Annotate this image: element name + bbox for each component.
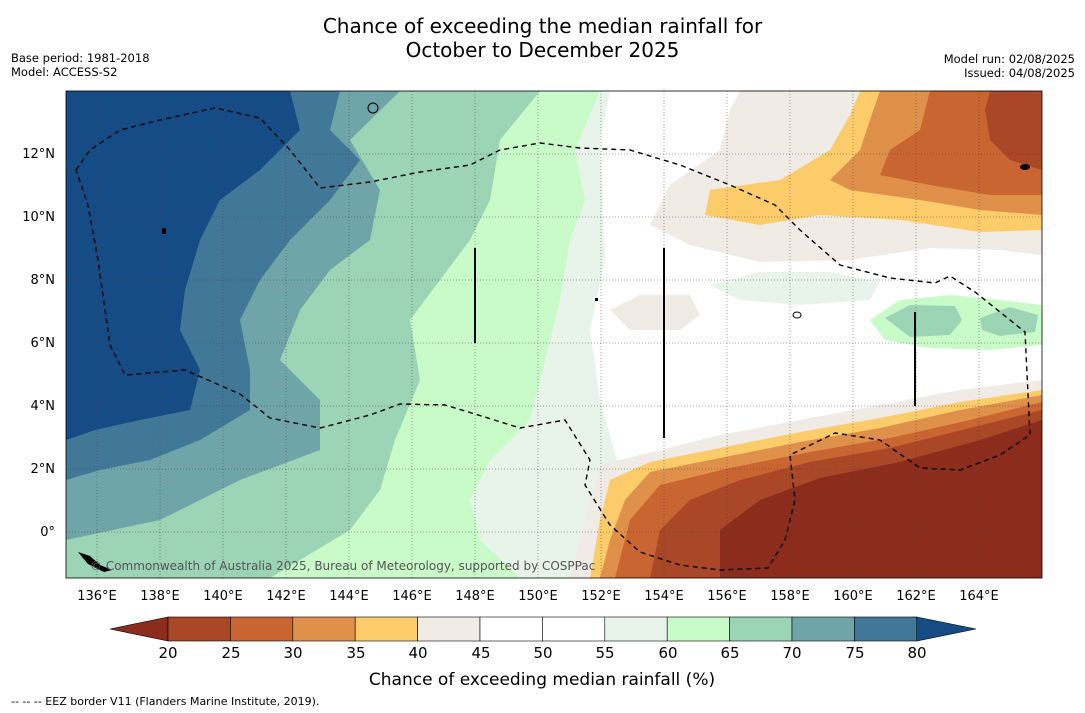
colorbar-label: 50 — [533, 644, 552, 662]
colorbar-swatch — [791, 616, 855, 642]
title-line-2: October to December 2025 — [405, 38, 680, 62]
colorbar-extend-high — [916, 616, 977, 642]
eez-border — [75, 107, 1031, 571]
lat-label: 6°N — [31, 336, 56, 351]
colorbar-swatch — [542, 616, 606, 642]
colorbar-label: 75 — [845, 644, 864, 662]
colorbar-label: 20 — [158, 644, 177, 662]
latitude-labels: 12°N 10°N 8°N 6°N 4°N 2°N 0° — [22, 147, 55, 540]
colorbar-label: 30 — [283, 644, 302, 662]
lat-label: 8°N — [31, 273, 56, 288]
colorbar-label: 45 — [471, 644, 490, 662]
contour-20-25-ne — [985, 91, 1042, 170]
colorbar-swatch — [604, 616, 668, 642]
lat-label: 10°N — [22, 210, 55, 225]
colorbar-swatch — [854, 616, 918, 642]
colorbar-extend-low — [109, 616, 169, 642]
islands — [78, 102, 1030, 572]
graticule — [66, 91, 1042, 578]
colorbar-swatch — [354, 616, 418, 642]
colorbar-label: 35 — [346, 644, 365, 662]
colorbar-label: 80 — [907, 644, 926, 662]
meta-right: Model run: 02/08/2025 Issued: 04/08/2025 — [944, 52, 1075, 80]
patch-70-east-2 — [980, 307, 1038, 336]
lon-label: 160°E — [833, 589, 873, 604]
model-name: Model: ACCESS-S2 — [11, 65, 118, 79]
lon-label: 144°E — [329, 589, 369, 604]
map-plot-area: © Commonwealth of Australia 2025, Bureau… — [66, 91, 1042, 578]
map-credit: © Commonwealth of Australia 2025, Bureau… — [90, 559, 595, 573]
patch-45-mid — [610, 295, 700, 330]
lon-label: 154°E — [644, 589, 684, 604]
base-period: Base period: 1981-2018 — [11, 51, 150, 65]
colorbar-label: 25 — [221, 644, 240, 662]
colorbar-swatch — [230, 616, 294, 642]
colorbar-title: Chance of exceeding median rainfall (%) — [369, 670, 715, 690]
colorbar-swatch — [729, 616, 793, 642]
issued-date: Issued: 04/08/2025 — [964, 66, 1075, 80]
colorbar-swatch — [292, 616, 356, 642]
patch-70-east — [885, 305, 962, 337]
colorbar-label: 60 — [658, 644, 677, 662]
colorbar — [109, 616, 977, 642]
map-frame — [65, 90, 1043, 579]
map-title: Chance of exceeding the median rainfall … — [0, 14, 1085, 62]
colorbar-label: 55 — [595, 644, 614, 662]
model-run-date: Model run: 02/08/2025 — [943, 52, 1075, 66]
eez-footnote: -- -- -- EEZ border V11 (Flanders Marine… — [11, 695, 320, 708]
lon-label: 162°E — [896, 589, 936, 604]
colorbar-swatch — [666, 616, 730, 642]
lon-label: 156°E — [707, 589, 747, 604]
lon-label: 164°E — [959, 589, 999, 604]
lon-label: 136°E — [77, 589, 117, 604]
lat-label: 4°N — [31, 399, 56, 414]
lat-label: 12°N — [22, 147, 55, 162]
colorbar-label: 65 — [720, 644, 739, 662]
colorbar-swatch — [417, 616, 481, 642]
lon-label: 146°E — [392, 589, 432, 604]
lon-label: 158°E — [770, 589, 810, 604]
lat-label: 2°N — [31, 462, 56, 477]
lat-label: 0° — [40, 525, 55, 540]
lon-label: 152°E — [581, 589, 621, 604]
meta-left: Base period: 1981-2018 Model: ACCESS-S2 — [11, 51, 150, 79]
title-line-1: Chance of exceeding the median rainfall … — [322, 14, 763, 38]
contour-below-20-se — [720, 420, 1042, 578]
colorbar-swatch — [167, 616, 231, 642]
lon-label: 148°E — [455, 589, 495, 604]
longitude-labels: 136°E 138°E 140°E 142°E 144°E 146°E 148°… — [77, 589, 999, 604]
colorbar-swatch — [479, 616, 543, 642]
lon-label: 138°E — [140, 589, 180, 604]
colorbar-labels: 20 25 30 35 40 45 50 55 60 65 70 75 80 — [158, 644, 926, 662]
contour-above-85 — [66, 91, 300, 440]
lon-label: 142°E — [266, 589, 306, 604]
colorbar-label: 40 — [408, 644, 427, 662]
lon-label: 140°E — [203, 589, 243, 604]
colorbar-label: 70 — [782, 644, 801, 662]
lon-label: 150°E — [518, 589, 558, 604]
